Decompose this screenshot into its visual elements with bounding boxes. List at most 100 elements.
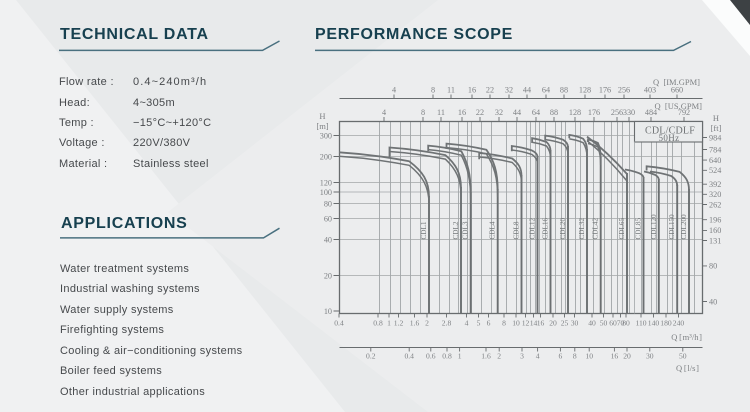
svg-text:10: 10 — [324, 307, 332, 316]
svg-text:32: 32 — [495, 108, 503, 117]
svg-text:2.8: 2.8 — [442, 319, 452, 328]
svg-text:3: 3 — [520, 352, 524, 361]
svg-text:256: 256 — [618, 86, 630, 95]
svg-text:8: 8 — [573, 352, 577, 361]
svg-text:60: 60 — [324, 214, 332, 223]
svg-text:60: 60 — [609, 319, 617, 328]
svg-text:H: H — [319, 111, 325, 121]
svg-text:[ft]: [ft] — [711, 123, 722, 133]
svg-text:25: 25 — [561, 319, 569, 328]
svg-text:131: 131 — [709, 236, 721, 245]
svg-text:320: 320 — [709, 190, 721, 199]
svg-text:CDL/CDLF: CDL/CDLF — [645, 126, 695, 137]
svg-text:5: 5 — [477, 319, 481, 328]
svg-text:CDL1: CDL1 — [420, 221, 428, 239]
svg-text:1.2: 1.2 — [394, 319, 404, 328]
svg-text:10: 10 — [512, 319, 520, 328]
svg-text:4: 4 — [536, 352, 540, 361]
svg-text:64: 64 — [532, 108, 540, 117]
svg-text:80: 80 — [324, 199, 332, 208]
svg-text:300: 300 — [320, 131, 332, 140]
svg-text:176: 176 — [588, 108, 600, 117]
svg-text:524: 524 — [709, 166, 721, 175]
svg-text:12: 12 — [522, 319, 530, 328]
svg-text:50: 50 — [679, 352, 687, 361]
svg-text:80: 80 — [709, 262, 717, 271]
svg-text:392: 392 — [709, 180, 721, 189]
svg-text:30: 30 — [571, 319, 579, 328]
svg-text:CDL85: CDL85 — [635, 218, 643, 240]
svg-text:984: 984 — [709, 133, 721, 142]
svg-text:Q [US.GPM]: Q [US.GPM] — [655, 101, 703, 111]
svg-text:20: 20 — [324, 271, 332, 280]
svg-text:16: 16 — [537, 319, 545, 328]
svg-text:70: 70 — [617, 319, 625, 328]
svg-text:44: 44 — [523, 86, 531, 95]
svg-text:0.8: 0.8 — [442, 352, 452, 361]
svg-text:640: 640 — [709, 156, 721, 165]
svg-text:Q [ l/s ]: Q [ l/s ] — [676, 363, 699, 373]
svg-text:H: H — [713, 113, 719, 123]
svg-text:160: 160 — [709, 226, 721, 235]
svg-text:8: 8 — [502, 319, 506, 328]
svg-text:0.8: 0.8 — [373, 319, 383, 328]
svg-text:1: 1 — [387, 319, 391, 328]
svg-text:80: 80 — [622, 319, 630, 328]
svg-text:6: 6 — [559, 352, 563, 361]
svg-text:100: 100 — [320, 188, 332, 197]
svg-text:4: 4 — [382, 108, 386, 117]
svg-text:CDL4: CDL4 — [489, 221, 497, 239]
svg-text:6: 6 — [487, 319, 491, 328]
svg-text:[m]: [m] — [316, 121, 328, 131]
svg-text:4: 4 — [465, 319, 469, 328]
svg-text:CDL200: CDL200 — [680, 214, 688, 240]
svg-text:16: 16 — [611, 352, 619, 361]
svg-text:1.6: 1.6 — [481, 352, 491, 361]
svg-text:128: 128 — [579, 86, 591, 95]
svg-text:484: 484 — [645, 108, 657, 117]
svg-text:88: 88 — [560, 86, 568, 95]
svg-text:180: 180 — [660, 319, 672, 328]
svg-text:50: 50 — [600, 319, 608, 328]
svg-text:CDL8: CDL8 — [513, 221, 521, 239]
svg-text:11: 11 — [447, 86, 455, 95]
svg-text:44: 44 — [513, 108, 521, 117]
svg-text:16: 16 — [468, 86, 476, 95]
svg-text:8: 8 — [421, 108, 425, 117]
svg-text:0.4: 0.4 — [334, 319, 344, 328]
svg-text:110: 110 — [635, 319, 646, 328]
svg-text:40: 40 — [324, 235, 332, 244]
svg-text:40: 40 — [588, 319, 596, 328]
svg-text:196: 196 — [709, 216, 721, 225]
svg-text:4: 4 — [392, 86, 396, 95]
svg-text:20: 20 — [549, 319, 557, 328]
svg-text:10: 10 — [585, 352, 593, 361]
svg-text:128: 128 — [569, 108, 581, 117]
svg-text:32: 32 — [505, 86, 513, 95]
svg-text:2: 2 — [425, 319, 429, 328]
svg-text:240: 240 — [673, 319, 685, 328]
svg-text:88: 88 — [550, 108, 558, 117]
svg-text:50Hz: 50Hz — [658, 133, 679, 143]
svg-text:CDL20: CDL20 — [559, 218, 567, 240]
svg-text:140: 140 — [648, 319, 660, 328]
svg-text:784: 784 — [709, 145, 721, 154]
svg-text:2: 2 — [497, 352, 501, 361]
svg-text:792: 792 — [678, 108, 690, 117]
svg-text:CDL3: CDL3 — [462, 221, 470, 239]
svg-text:22: 22 — [486, 86, 494, 95]
svg-text:403: 403 — [644, 86, 656, 95]
svg-text:330: 330 — [623, 108, 635, 117]
svg-text:Q [IM.GPM]: Q [IM.GPM] — [653, 77, 700, 87]
svg-text:CDL12: CDL12 — [529, 218, 537, 240]
svg-text:0.4: 0.4 — [404, 352, 414, 361]
svg-text:64: 64 — [542, 86, 550, 95]
svg-text:CDL150: CDL150 — [668, 214, 676, 240]
svg-text:Q [ m³/h ]: Q [ m³/h ] — [671, 332, 702, 342]
svg-text:256: 256 — [611, 108, 623, 117]
svg-text:CDL42: CDL42 — [592, 218, 600, 240]
svg-text:0.2: 0.2 — [366, 352, 376, 361]
svg-text:1: 1 — [458, 352, 462, 361]
svg-text:0.6: 0.6 — [426, 352, 436, 361]
svg-text:1.6: 1.6 — [410, 319, 420, 328]
